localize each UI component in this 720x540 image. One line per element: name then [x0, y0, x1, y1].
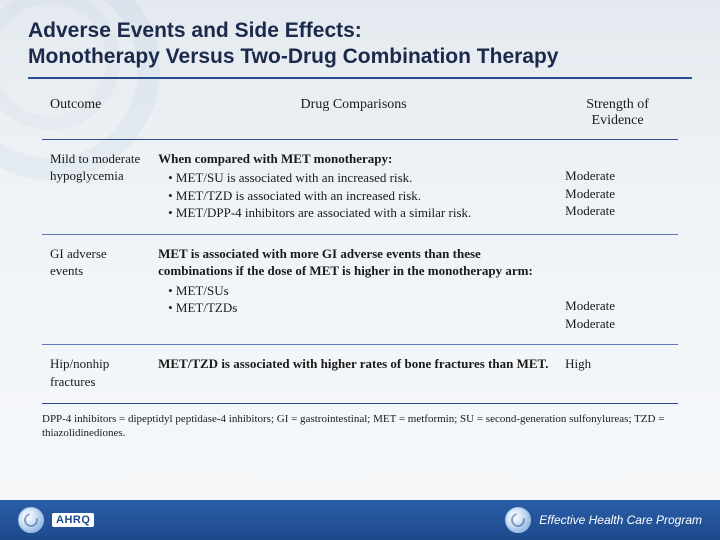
- comparison-lead: MET/TZD is associated with higher rates …: [158, 355, 549, 373]
- comparison-bullet: MET/SU is associated with an increased r…: [168, 169, 549, 187]
- comparison-bullets: MET/SU is associated with an increased r…: [158, 169, 549, 222]
- strength-list: ModerateModerateModerate: [565, 150, 670, 220]
- footer-right: Effective Health Care Program: [505, 507, 702, 533]
- ahrq-block: AHRQ: [52, 514, 94, 526]
- cell-outcome: Mild to moderate hypoglycemia: [42, 139, 150, 234]
- strength-value: Moderate: [565, 297, 670, 315]
- table-row: Hip/nonhip fractures MET/TZD is associate…: [42, 345, 678, 403]
- hhs-logo-icon: [18, 507, 44, 533]
- col-header-strength: Strength of Evidence: [557, 93, 678, 140]
- strength-pad: [565, 262, 670, 280]
- title-line-1: Adverse Events and Side Effects:: [28, 19, 362, 42]
- strength-value: High: [565, 355, 670, 373]
- cell-strength: ModerateModerate: [557, 234, 678, 345]
- comparison-bullet: MET/SUs: [168, 282, 549, 300]
- strength-value: Moderate: [565, 202, 670, 220]
- strength-value: Moderate: [565, 167, 670, 185]
- slide: Adverse Events and Side Effects: Monothe…: [0, 0, 720, 540]
- col-header-outcome: Outcome: [42, 93, 150, 140]
- cell-outcome: Hip/nonhip fractures: [42, 345, 150, 403]
- ahrq-badge: AHRQ: [52, 513, 94, 527]
- cell-comparisons: MET is associated with more GI adverse e…: [150, 234, 557, 345]
- strength-value: Moderate: [565, 185, 670, 203]
- strength-list: ModerateModerate: [565, 245, 670, 333]
- comparison-bullet: MET/TZDs: [168, 299, 549, 317]
- title-line-2: Monotherapy Versus Two-Drug Combination …: [28, 45, 559, 68]
- table-body: Mild to moderate hypoglycemiaWhen compar…: [42, 139, 678, 403]
- strength-pad: [565, 280, 670, 298]
- footer-bar: AHRQ Effective Health Care Program: [0, 500, 720, 540]
- strength-list: High: [565, 355, 670, 373]
- strength-value: Moderate: [565, 315, 670, 333]
- comparison-lead: When compared with MET monotherapy:: [158, 150, 549, 168]
- comparison-bullets: MET/SUsMET/TZDs: [158, 282, 549, 317]
- cell-outcome: GI adverse events: [42, 234, 150, 345]
- table-header-row: Outcome Drug Comparisons Strength of Evi…: [42, 93, 678, 140]
- ehcp-label: Effective Health Care Program: [539, 513, 702, 527]
- footer-left: AHRQ: [18, 507, 94, 533]
- comparison-bullet: MET/DPP-4 inhibitors are associated with…: [168, 204, 549, 222]
- cell-comparisons: MET/TZD is associated with higher rates …: [150, 345, 557, 403]
- table-row: Mild to moderate hypoglycemiaWhen compar…: [42, 139, 678, 234]
- evidence-table: Outcome Drug Comparisons Strength of Evi…: [42, 93, 678, 404]
- strength-pad: [565, 245, 670, 263]
- col-header-strength-text: Strength of Evidence: [586, 97, 649, 128]
- cell-comparisons: When compared with MET monotherapy:MET/S…: [150, 139, 557, 234]
- table-container: Outcome Drug Comparisons Strength of Evi…: [42, 93, 678, 404]
- table-row: GI adverse eventsMET is associated with …: [42, 234, 678, 345]
- slide-title: Adverse Events and Side Effects: Monothe…: [28, 18, 692, 79]
- col-header-comparisons: Drug Comparisons: [150, 93, 557, 140]
- comparison-lead: MET is associated with more GI adverse e…: [158, 245, 549, 280]
- ehcp-logo-icon: [505, 507, 531, 533]
- cell-strength: ModerateModerateModerate: [557, 139, 678, 234]
- strength-pad: [565, 150, 670, 168]
- abbreviations-footnote: DPP-4 inhibitors = dipeptidyl peptidase-…: [42, 412, 678, 441]
- comparison-bullet: MET/TZD is associated with an increased …: [168, 187, 549, 205]
- cell-strength: High: [557, 345, 678, 403]
